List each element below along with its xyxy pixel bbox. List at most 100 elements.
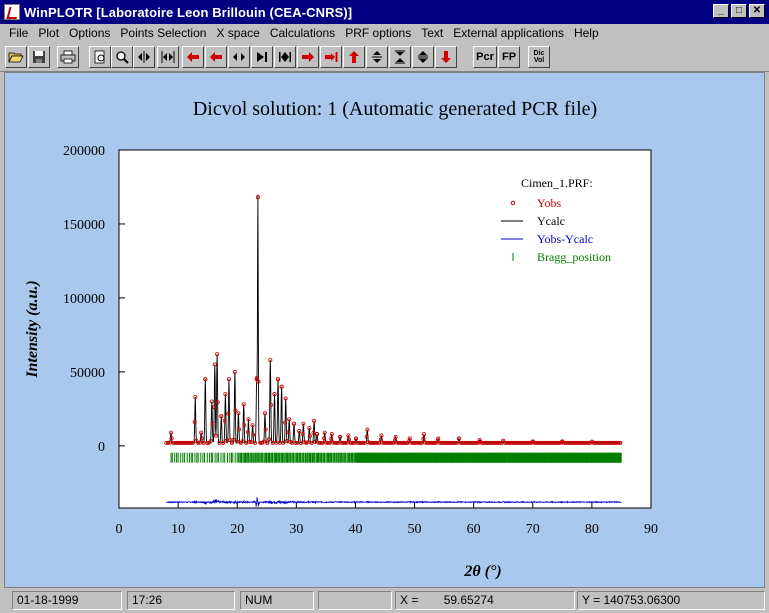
yobs-point: [318, 440, 323, 445]
arrow-left-red2-icon[interactable]: [205, 46, 227, 68]
print-icon[interactable]: [57, 46, 79, 68]
yobs-point: [215, 400, 220, 405]
preview-icon[interactable]: [89, 46, 111, 68]
yobs-peak-point: [212, 362, 217, 367]
yobs-point: [190, 440, 195, 445]
yobs-point: [299, 440, 304, 445]
yobs-peak-point: [262, 411, 267, 416]
menu-prf-options[interactable]: PRF options: [345, 26, 412, 40]
y-axis: 0 50000 100000 150000 200000: [63, 144, 125, 455]
menu-help[interactable]: Help: [573, 26, 599, 40]
yobs-peak-point: [215, 352, 220, 357]
yobs-point: [300, 432, 305, 437]
yobs-point: [526, 440, 531, 445]
yobs-point: [245, 430, 250, 435]
y-axis-label: Intensity (a.u.): [24, 280, 41, 378]
arrow-up-red-icon[interactable]: [343, 46, 365, 68]
arrow-right-red-icon[interactable]: [297, 46, 319, 68]
legend: Cimen_1.PRF: Yobs Ycalc Yobs-Ycalc Bragg_pos…: [501, 176, 611, 264]
yobs-point: [453, 440, 458, 445]
zoom-icon[interactable]: [111, 46, 133, 68]
status-date: 01-18-1999: [12, 591, 122, 610]
yobs-point: [220, 440, 225, 445]
y-tick-label: 200000: [63, 144, 105, 159]
expand-y-icon[interactable]: [366, 46, 388, 68]
difference-line: [166, 497, 622, 507]
legend-entry: Yobs-Ycalc: [537, 232, 593, 246]
yobs-point: [167, 440, 172, 445]
x-tick-label: 60: [467, 522, 481, 537]
menu-options[interactable]: Options: [69, 26, 111, 40]
menu-x-space[interactable]: X space: [216, 26, 260, 40]
yobs-peak-point: [501, 438, 506, 443]
x-tick-label: 30: [289, 522, 303, 537]
status-y: Y = 140753.06300: [577, 591, 765, 610]
yobs-point: [181, 440, 186, 445]
yobs-peak-point: [279, 384, 284, 389]
expand-x-icon[interactable]: [228, 46, 250, 68]
yobs-point: [281, 440, 286, 445]
yobs-point: [208, 439, 213, 444]
yobs-peak-point: [246, 417, 251, 422]
yobs-peak-point: [329, 431, 334, 436]
yobs-point: [229, 440, 234, 445]
pcr-button[interactable]: Pcr: [473, 46, 497, 68]
yobs-point: [421, 436, 426, 441]
yobs-peak-point: [314, 431, 319, 436]
step-right-icon[interactable]: [251, 46, 273, 68]
yobs-point: [432, 440, 437, 445]
yobs-peak-point: [530, 439, 535, 444]
yobs-point: [222, 418, 227, 423]
compress-y-icon[interactable]: [389, 46, 411, 68]
window-title: WinPLOTR [Laboratoire Leon Brillouin (CE…: [24, 4, 353, 20]
fast-forward-icon[interactable]: [274, 46, 296, 68]
toolbar: Pcr FP Dic Vol: [0, 42, 769, 72]
yobs-peak-point: [297, 429, 302, 434]
yobs-point: [618, 440, 623, 445]
minimize-button[interactable]: _: [713, 4, 729, 18]
save-icon[interactable]: [28, 46, 50, 68]
expand-h-icon[interactable]: [133, 46, 155, 68]
maximize-button[interactable]: □: [731, 4, 747, 18]
dicvol-button[interactable]: Dic Vol: [528, 46, 550, 68]
plot-canvas[interactable]: Dicvol solution: 1 (Automatic generated …: [4, 72, 765, 588]
yobs-point: [231, 437, 236, 442]
menu-file[interactable]: File: [9, 26, 29, 40]
scale-y-icon[interactable]: [412, 46, 434, 68]
yobs-peak-point: [436, 436, 441, 441]
yobs-peak-point: [193, 394, 198, 399]
x-tick-label: 0: [116, 522, 123, 537]
y-tick-label: 0: [98, 440, 105, 455]
app-icon: [4, 4, 20, 20]
yobs-point: [408, 440, 413, 445]
arrow-right-end-red-icon[interactable]: [320, 46, 342, 68]
status-bar: 01-18-1999 17:26 NUM X = 59.65274 Y = 14…: [0, 589, 769, 613]
arrow-down-red-icon[interactable]: [435, 46, 457, 68]
fp-button[interactable]: FP: [498, 46, 520, 68]
yobs-peak-point: [287, 417, 292, 422]
menu-points-selection[interactable]: Points Selection: [120, 26, 207, 40]
compress-h-icon[interactable]: [157, 46, 179, 68]
yobs-peak-point: [477, 437, 482, 442]
close-button[interactable]: ✕: [749, 4, 765, 18]
yobs-point: [417, 440, 422, 445]
x-tick-label: 10: [171, 522, 185, 537]
open-icon[interactable]: [5, 46, 27, 68]
yobs-point: [389, 440, 394, 445]
yobs-peak-point: [589, 439, 594, 444]
menu-external-applications[interactable]: External applications: [453, 26, 564, 40]
menu-plot[interactable]: Plot: [38, 26, 60, 40]
y-tick-label: 150000: [63, 218, 105, 233]
yobs-peak-point: [322, 430, 327, 435]
menu-text[interactable]: Text: [421, 26, 444, 40]
yobs-point: [244, 440, 249, 445]
menu-calculations[interactable]: Calculations: [269, 26, 336, 40]
yobs-peak-point: [241, 402, 246, 407]
arrow-left-red-icon[interactable]: [182, 46, 204, 68]
yobs-peak-point: [456, 436, 461, 441]
legend-entry: Ycalc: [537, 214, 565, 228]
status-x-label: X =: [400, 593, 419, 607]
legend-marker-yobs: [510, 200, 516, 206]
yobs-point: [419, 440, 424, 445]
yobs-point: [196, 440, 201, 445]
